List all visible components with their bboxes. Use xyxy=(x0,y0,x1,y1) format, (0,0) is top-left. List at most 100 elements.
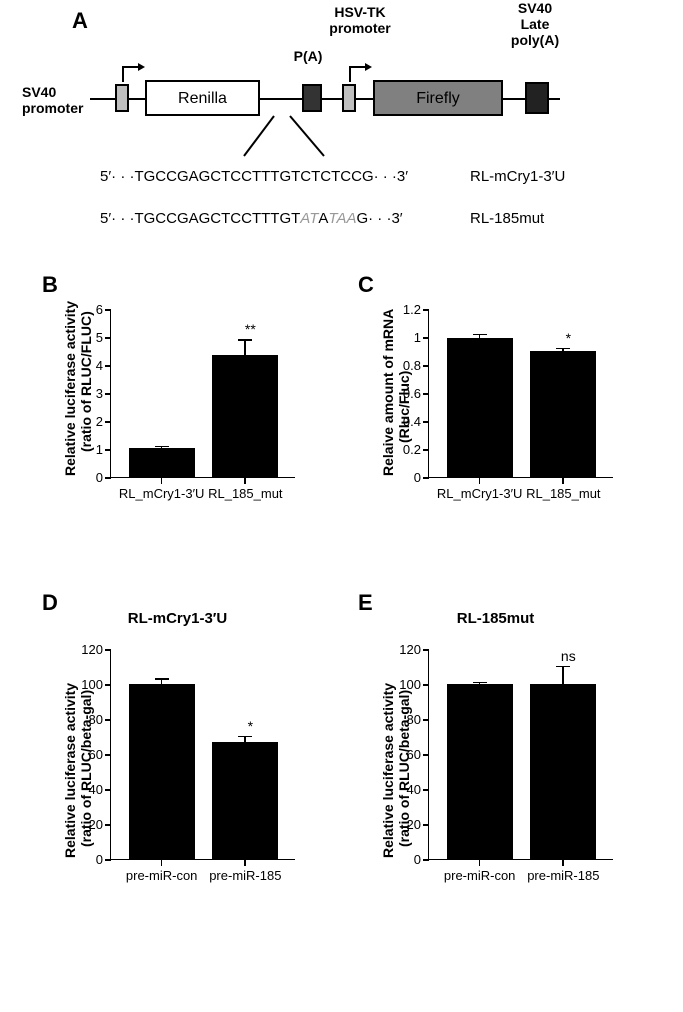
y-tick xyxy=(423,859,429,861)
y-tick xyxy=(105,421,111,423)
y-tick xyxy=(423,684,429,686)
x-tick-label: RL_185_mut xyxy=(195,486,295,501)
y-tick xyxy=(105,393,111,395)
error-cap xyxy=(155,678,169,680)
sv40late-box xyxy=(525,82,549,114)
error-cap xyxy=(238,339,252,341)
y-tick xyxy=(105,365,111,367)
error-cap xyxy=(473,334,487,336)
chart-c: 00.20.40.60.811.2RL_mCry1-3′U*RL_185_mut… xyxy=(368,300,623,530)
y-tick xyxy=(105,824,111,826)
y-tick xyxy=(423,754,429,756)
error-cap xyxy=(238,736,252,738)
y-tick xyxy=(105,684,111,686)
y-tick xyxy=(105,719,111,721)
bar xyxy=(530,684,596,859)
sv40-promoter-box xyxy=(115,84,129,112)
y-tick xyxy=(105,337,111,339)
y-tick xyxy=(423,824,429,826)
error-cap xyxy=(556,666,570,668)
x-tick xyxy=(479,478,481,484)
seq-mut: 5′· · ·TGCCGAGCTCCTTTGTATATAAG· · ·3′ xyxy=(100,210,403,227)
y-tick xyxy=(423,449,429,451)
y-tick-label: 120 xyxy=(73,642,103,657)
seq-wt: 5′· · ·TGCCGAGCTCCTTTGTCTCTCCG· · ·3′ xyxy=(100,168,408,185)
bar xyxy=(212,742,278,859)
y-tick xyxy=(105,449,111,451)
significance-label: ** xyxy=(235,321,265,337)
plot-area: 020406080100120pre-miR-connspre-miR-185 xyxy=(428,650,613,860)
y-tick xyxy=(105,754,111,756)
renilla-box: Renilla xyxy=(145,80,260,116)
chart-e: RL-185mut 020406080100120pre-miR-connspr… xyxy=(368,640,623,910)
y-tick xyxy=(423,393,429,395)
y-tick xyxy=(423,421,429,423)
y-tick xyxy=(423,365,429,367)
y-tick xyxy=(423,309,429,311)
y-axis-label: Relaive amount of mRNA xyxy=(380,309,396,476)
panel-a-label: A xyxy=(72,8,88,34)
pa-label: P(A) xyxy=(288,48,328,64)
significance-label: * xyxy=(553,330,583,346)
bar xyxy=(129,684,195,859)
pa-box xyxy=(302,84,322,112)
y-axis-label: Relative luciferase activity xyxy=(62,683,78,858)
arrow-icon xyxy=(347,62,373,84)
x-tick xyxy=(562,478,564,484)
error-cap xyxy=(155,446,169,448)
error-bar xyxy=(562,666,564,685)
seq-wt-label: RL-mCry1-3′U xyxy=(470,168,565,185)
sv40late-label: SV40Latepoly(A) xyxy=(505,0,565,48)
y-axis-label-2: (ratio of RLUC/FLUC) xyxy=(78,312,94,453)
y-tick xyxy=(105,477,111,479)
chart-d-title: RL-mCry1-3′U xyxy=(50,610,305,627)
x-tick xyxy=(562,860,564,866)
hsvtk-label: HSV-TKpromoter xyxy=(320,4,400,36)
y-tick xyxy=(423,477,429,479)
firefly-box: Firefly xyxy=(373,80,503,116)
y-axis-label-2: (ratio of RLUC/beta-gal) xyxy=(396,690,412,847)
panel-a-diagram: Renilla Firefly xyxy=(90,40,610,130)
y-tick xyxy=(105,859,111,861)
y-tick xyxy=(105,789,111,791)
sv40-promoter-label: SV40promoter xyxy=(22,84,92,116)
y-axis-label-2: (ratio of RLUC/beta-gal) xyxy=(78,690,94,847)
y-tick xyxy=(423,789,429,791)
x-tick xyxy=(244,478,246,484)
bar xyxy=(212,355,278,477)
error-cap xyxy=(473,682,487,684)
y-tick xyxy=(105,309,111,311)
y-axis-label-2: (Rluc/Fluc) xyxy=(396,370,412,442)
bar xyxy=(447,684,513,859)
plot-area: 00.20.40.60.811.2RL_mCry1-3′U*RL_185_mut xyxy=(428,310,613,478)
plot-area: 020406080100120pre-miR-con*pre-miR-185 xyxy=(110,650,295,860)
y-axis-label: Relative luciferase activity xyxy=(62,301,78,476)
y-tick xyxy=(423,719,429,721)
error-bar xyxy=(244,339,246,356)
bar xyxy=(129,448,195,477)
y-axis-label: Relative luciferase activity xyxy=(380,683,396,858)
y-tick xyxy=(423,337,429,339)
x-tick-label: pre-miR-185 xyxy=(513,868,613,883)
significance-label: * xyxy=(235,718,265,734)
significance-label: ns xyxy=(553,648,583,664)
chart-e-title: RL-185mut xyxy=(368,610,623,627)
hsvtk-box xyxy=(342,84,356,112)
panel-b-label: B xyxy=(42,272,58,298)
chart-d: RL-mCry1-3′U 020406080100120pre-miR-con*… xyxy=(50,640,305,910)
bar xyxy=(530,351,596,477)
x-tick xyxy=(244,860,246,866)
x-tick xyxy=(161,478,163,484)
seq-mut-label: RL-185mut xyxy=(470,210,544,227)
x-tick xyxy=(161,860,163,866)
connector-lines xyxy=(240,112,360,162)
y-tick-label: 120 xyxy=(391,642,421,657)
bar xyxy=(447,338,513,477)
arrow-icon xyxy=(120,62,146,84)
panel-c-label: C xyxy=(358,272,374,298)
error-cap xyxy=(556,348,570,350)
plot-area: 0123456RL_mCry1-3′U**RL_185_mut xyxy=(110,310,295,478)
x-tick-label: pre-miR-185 xyxy=(195,868,295,883)
chart-b: 0123456RL_mCry1-3′U**RL_185_mut Relative… xyxy=(50,300,305,530)
y-tick xyxy=(105,649,111,651)
